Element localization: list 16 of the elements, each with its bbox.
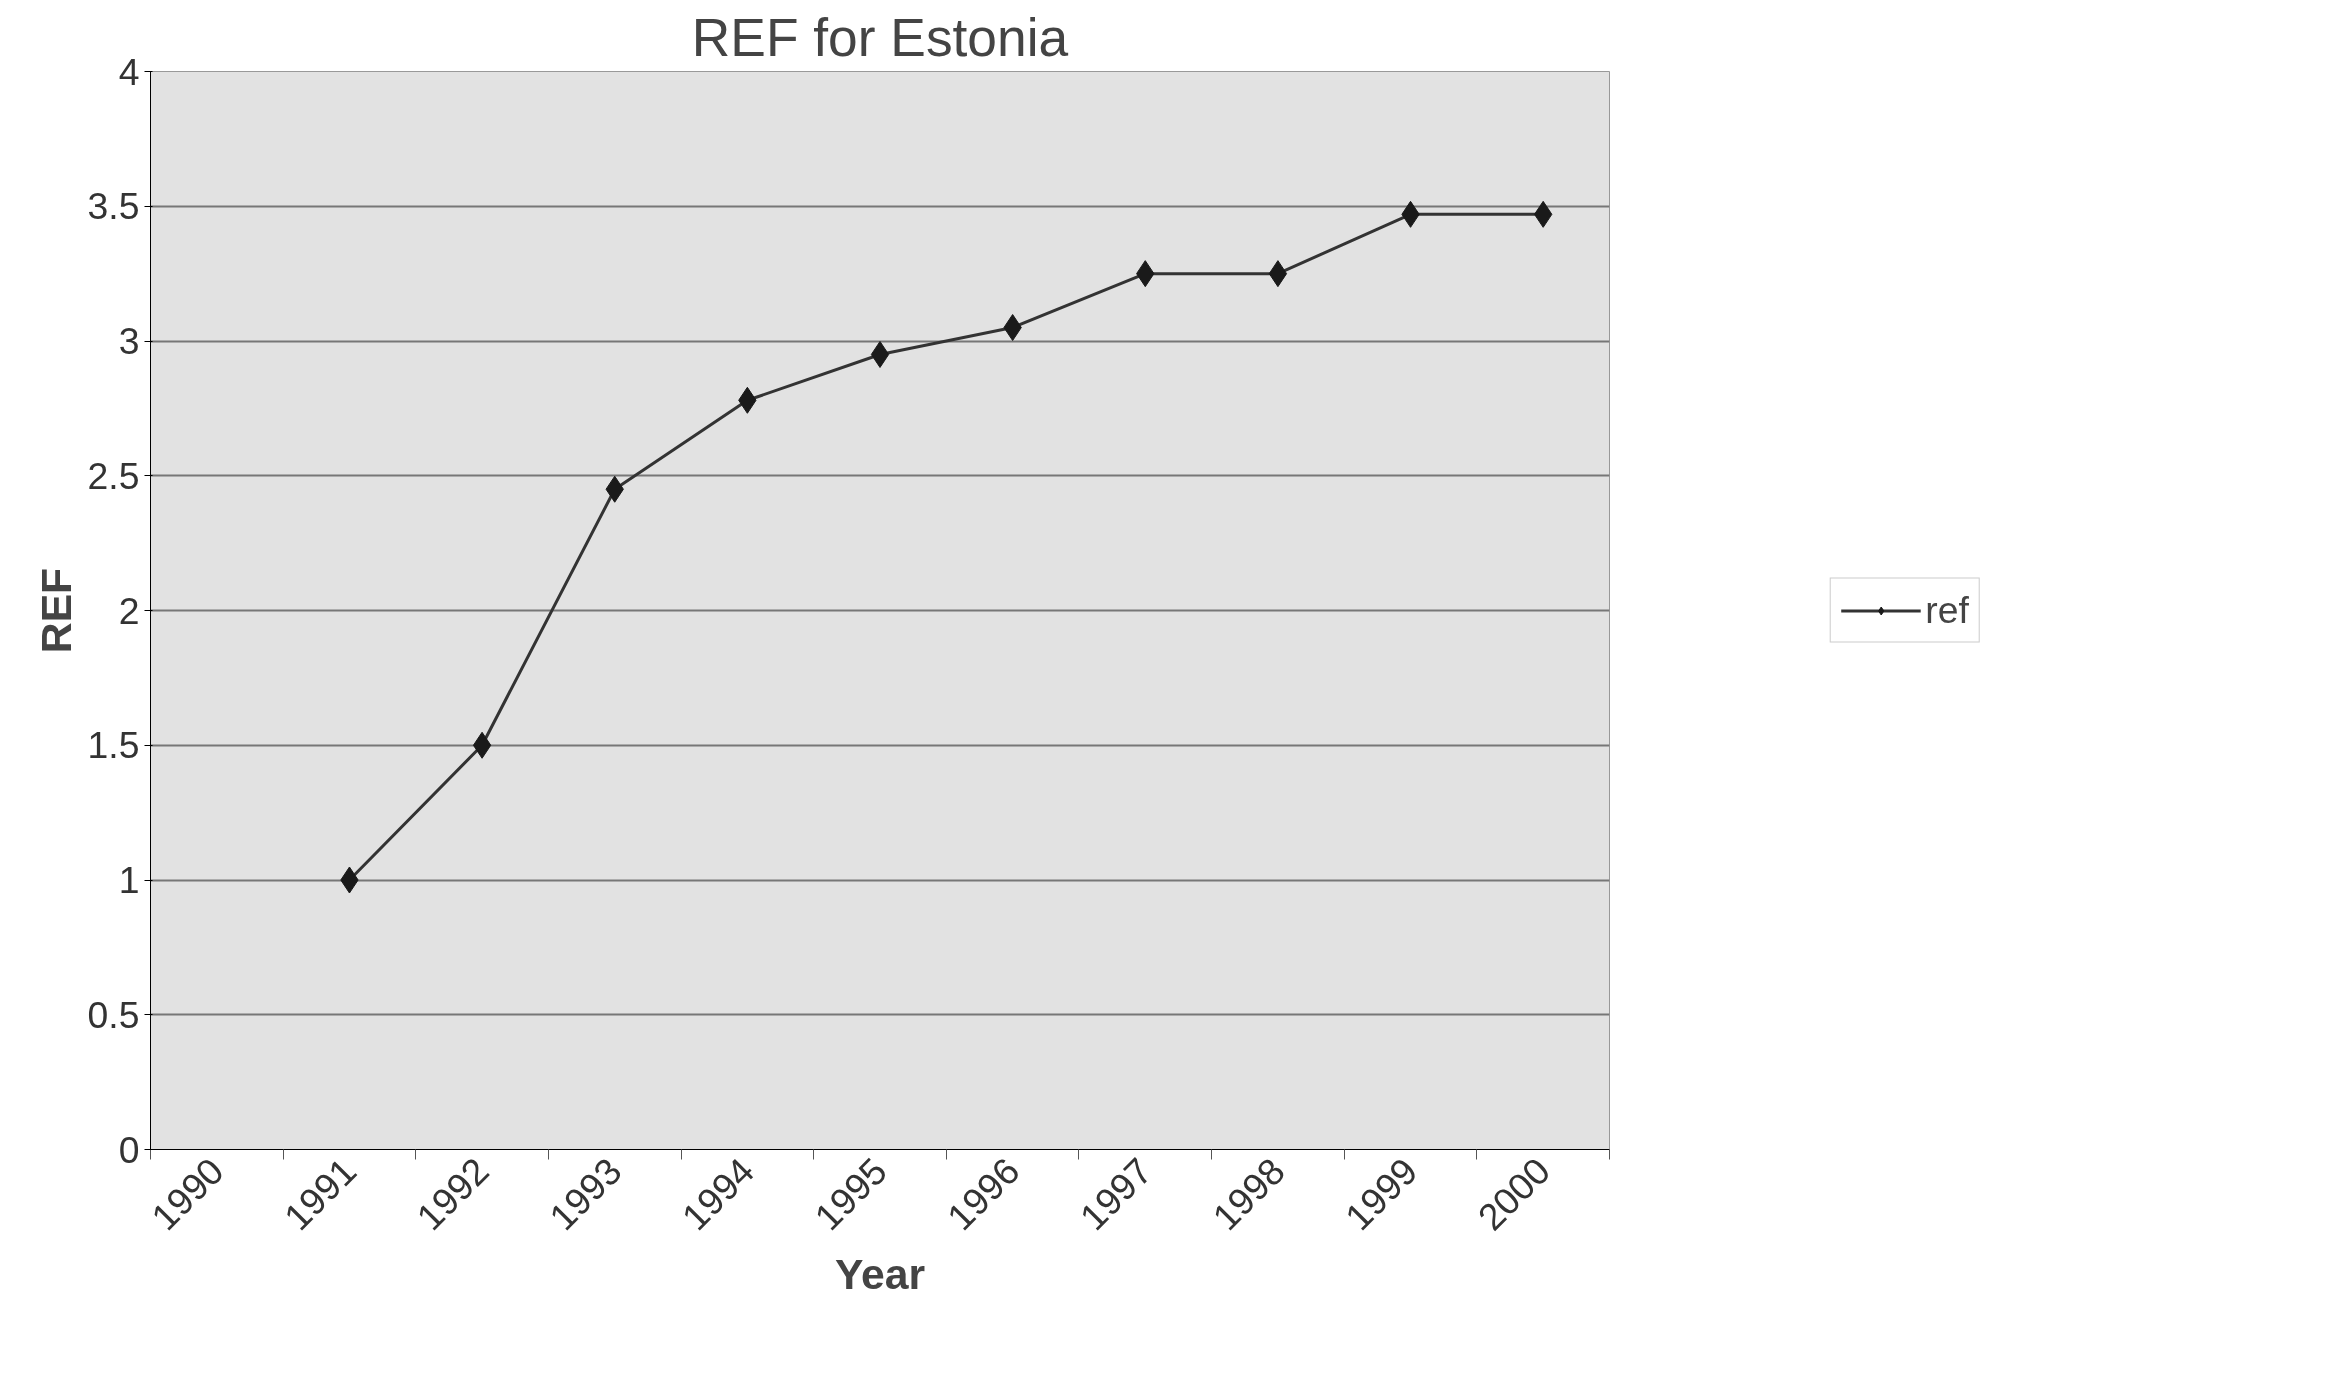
y-axis-title: REF (31, 567, 80, 654)
point (472, 731, 492, 759)
y-tick-label: 1 (118, 859, 140, 901)
y-tick-label: 2.5 (87, 454, 140, 497)
point (1268, 260, 1288, 288)
point (870, 340, 890, 368)
y-tick-label: 0.5 (87, 993, 140, 1036)
chart-title: REF for Estonia (691, 7, 1069, 67)
y-tick-label: 2 (118, 589, 140, 632)
y-tick-label: 0 (118, 1128, 140, 1171)
y-tick-label: 3 (118, 320, 140, 362)
y-tick-label: 4 (118, 50, 140, 93)
legend-label: ref (1925, 588, 1969, 632)
y-tick-label: 3.5 (87, 185, 140, 228)
x-axis-title: Year (834, 1249, 926, 1298)
y-tick-label: 1.5 (87, 724, 140, 767)
